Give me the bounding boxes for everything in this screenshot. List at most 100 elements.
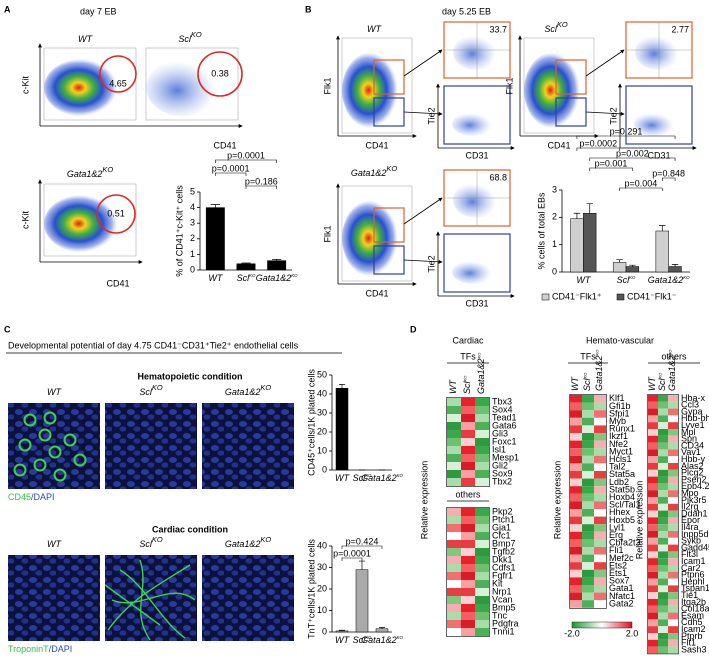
significance-bracket [341, 557, 363, 561]
heatmap-cell [475, 548, 489, 556]
heatmap-cell [570, 493, 582, 502]
genotype-superscript: KO [102, 165, 113, 174]
genotype-label: Gata1&2KO [476, 352, 486, 394]
heatmap-cell [447, 422, 461, 430]
genotype-superscript: KO [260, 383, 271, 392]
genotype-label: WT [367, 24, 382, 34]
axis-label: Flk1 [322, 225, 332, 242]
heatmap-cell [658, 619, 668, 627]
y-tick-label: 50 [317, 369, 327, 379]
heatmap-cell [648, 524, 658, 531]
heatmap-frame [647, 394, 679, 655]
heatmap-cell [582, 402, 594, 411]
heatmap-cell [461, 556, 475, 564]
section-title: Hemato-vascular [586, 335, 654, 345]
heatmap-cell [582, 600, 594, 608]
heatmap-cell [447, 446, 461, 454]
heatmap-cell [658, 469, 668, 477]
heatmap-cell [658, 435, 668, 443]
gene-label: Mpl [681, 427, 696, 437]
heatmap-cell [594, 554, 606, 563]
error-bar [659, 225, 666, 231]
gene-label: Lyl1 [609, 522, 625, 532]
heatmap-cell [658, 585, 668, 593]
heatmap-cell [582, 410, 594, 418]
heatmap-cell [461, 628, 475, 636]
heatmap-cell [570, 395, 582, 403]
heatmap-cell [461, 462, 475, 470]
heatmap-cell [461, 612, 475, 620]
genotype-name: WT [335, 635, 350, 645]
heatmap-cell [582, 433, 594, 441]
group-label: others [455, 489, 481, 499]
heatmap-cell [594, 486, 606, 494]
heatmap-cell [648, 531, 658, 538]
gene-label: Sykb [681, 536, 701, 546]
heatmap-cell [648, 449, 658, 457]
gene-label: Erg [609, 530, 623, 540]
axis-label: Flk1 [322, 77, 332, 94]
micrograph [8, 555, 100, 641]
heatmap-cell [648, 571, 658, 579]
y-axis-label: TnT⁺cells/1K plated cells [306, 539, 316, 639]
stained-cell [48, 445, 62, 459]
legend-label: CD41⁻Flk1⁺ [552, 291, 602, 301]
heatmap-cell [570, 471, 582, 479]
heatmap-cell [594, 569, 606, 578]
heatmap-cell [570, 402, 582, 411]
y-tick-label: 20 [317, 426, 327, 436]
heatmap-cell [570, 463, 582, 471]
heatmap-cell [582, 395, 594, 403]
heatmap-cell [582, 585, 594, 593]
genotype-label: Gata1&2KO [667, 349, 677, 391]
heatmap-cell [594, 600, 606, 608]
significance-bracket [576, 135, 676, 139]
axis-label: Relative expression [634, 481, 644, 560]
heatmap-cell [475, 564, 489, 572]
genotype-superscript: KO [629, 275, 636, 280]
heatmap-cell [570, 516, 582, 525]
gene-label: Isl1 [492, 444, 506, 454]
heatmap-cell [668, 415, 678, 423]
heatmap-cell [648, 633, 658, 640]
heatmap-cell [658, 510, 668, 518]
heatmap-cell [570, 417, 582, 426]
heatmap-cell [668, 605, 678, 613]
genotype-name: Gata1&2 [667, 355, 677, 391]
heatmap-cell [582, 539, 594, 547]
axis-label: CD41 [365, 288, 388, 298]
heatmap-cell [668, 571, 678, 579]
heatmap-cell [582, 531, 594, 540]
heatmap-cell [475, 572, 489, 580]
heatmap-cell [594, 562, 606, 570]
genotype-superscript: KO [191, 30, 202, 39]
heatmap-cell [475, 620, 489, 628]
gene-label: Inpp5d [681, 529, 709, 539]
genotype-label: Gata1&2KO [361, 635, 403, 645]
heatmap-cell [582, 471, 594, 479]
axis-label: CD31 [465, 298, 488, 308]
gene-label: Hhex [609, 507, 631, 517]
genotype-superscript: KO [462, 375, 467, 382]
significance-bracket [619, 187, 663, 191]
genotype-name: Scl [353, 635, 367, 645]
heatmap-cell [668, 469, 678, 477]
genotype-label: WT [47, 539, 62, 549]
heatmap-cell [461, 524, 475, 532]
genotype-label: Gata1&2KO [361, 473, 403, 483]
heatmap-cell [658, 463, 668, 470]
stain-name: TroponinT [8, 644, 49, 654]
scale-label: 2.0 [626, 628, 639, 638]
heatmap-cell [668, 429, 678, 436]
axis-label: CD41 [365, 140, 388, 150]
heatmap-cell [658, 592, 668, 599]
axis-label: c-Kit [20, 211, 30, 229]
gate-arrow [403, 49, 443, 77]
axis-label: Tie2 [426, 255, 436, 272]
genotype-name: WT [47, 387, 62, 397]
heatmap-cell [570, 554, 582, 563]
heatmap-cell [658, 544, 668, 552]
bar [375, 628, 389, 633]
heatmap-cell [648, 537, 658, 545]
heatmap-cell [461, 508, 475, 516]
